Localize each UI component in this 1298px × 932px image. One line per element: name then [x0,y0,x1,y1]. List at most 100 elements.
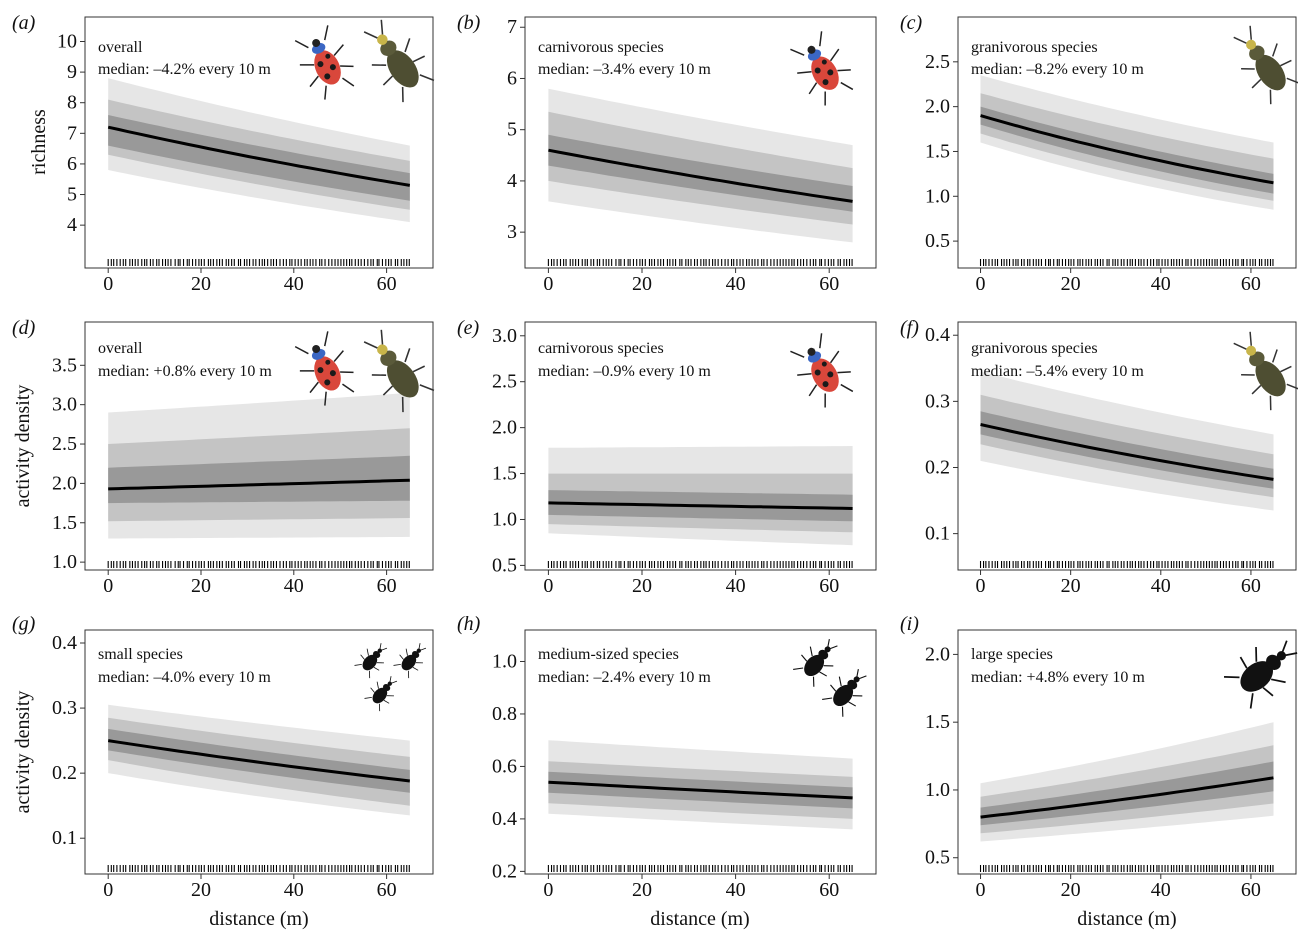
x-tick-label: 60 [377,575,397,597]
y-tick-label: 8 [67,92,77,114]
x-tick-label: 20 [191,575,211,597]
annotation-title: carnivorous species [538,340,664,357]
small-beetle-icon [391,637,433,680]
panel-h: 0 20 40 60 0.2 0.4 0.6 0.8 1.0 (h) medium-sized … [457,613,877,901]
y-tick-label: 2.5 [492,371,517,393]
y-tick-label: 2.5 [925,51,950,73]
x-tick-label: 60 [377,879,397,901]
panel-label: (h) [457,613,481,635]
x-tick-label: 0 [976,575,986,597]
y-tick-label: 0.5 [925,847,950,869]
large-beetle-icon [1220,626,1298,713]
annotation-median: median: –2.4% every 10 m [538,669,711,686]
x-tick-label: 20 [191,273,211,295]
annotation-title: carnivorous species [538,39,664,56]
small-beetle-icon [362,670,404,713]
y-tick-label: 0.2 [925,456,950,478]
y-tick-label: 2.0 [925,96,950,118]
y-tick-label: 0.3 [925,390,950,412]
y-tick-label: 1.0 [492,650,517,672]
panel-f: 0 20 40 60 0.1 0.2 0.3 0.4 (f) granivorous spec… [900,317,1298,597]
y-tick-label: 1.5 [925,711,950,733]
annotation-title: medium-sized species [538,646,679,663]
credible-band-1 [980,106,1274,194]
panel-label: (i) [900,613,919,635]
ladybird-beetle-icon [288,22,362,104]
y-tick-label: 3.5 [52,354,77,376]
y-tick-label: 0.4 [492,808,517,830]
x-tick-label: 0 [543,273,553,295]
x-axis-label-center: distance (m) [650,908,749,930]
y-tick-label: 1.5 [52,512,77,534]
x-tick-label: 40 [284,575,304,597]
annotation-median: median: –4.0% every 10 m [98,669,271,686]
panel-label: (d) [12,317,36,339]
x-tick-label: 60 [1241,273,1261,295]
ground-beetle-icon [351,10,440,107]
small-beetle-icon [352,637,394,680]
x-tick-label: 20 [1061,273,1081,295]
y-tick-label: 1.0 [492,508,517,530]
x-tick-label: 20 [632,879,652,901]
panel-d: 0 20 40 60 1.0 1.5 2.0 2.5 3.0 3.5 (d) overall me… [12,317,440,597]
annotation-title: overall [98,340,143,357]
annotation-median: median: –0.9% every 10 m [538,363,711,380]
y-tick-label: 0.5 [925,230,950,252]
x-tick-label: 20 [191,879,211,901]
plot-frame [84,16,434,269]
y-tick-label: 1.5 [492,463,517,485]
ladybird-beetle-icon [784,329,861,413]
x-tick-label: 40 [1151,575,1171,597]
plot-frame [524,321,877,571]
credible-band-1 [548,134,853,212]
y-tick-label: 0.1 [52,827,77,849]
annotation-title: large species [971,646,1053,663]
panel-e: 0 20 40 60 0.5 1.0 1.5 2.0 2.5 3.0 (e) carnivorou… [457,317,877,597]
plot-frame [957,16,1297,269]
y-tick-label: 3.0 [52,394,77,416]
y-tick-label: 7 [67,122,77,144]
x-tick-label: 40 [726,273,746,295]
x-axis-label-right: distance (m) [1077,908,1176,930]
annotation-median: median: –8.2% every 10 m [971,61,1144,78]
x-tick-label: 0 [103,273,113,295]
panel-label: (c) [900,12,923,34]
x-tick-label: 0 [103,879,113,901]
y-tick-label: 4 [507,170,517,192]
x-tick-label: 20 [632,575,652,597]
y-tick-label: 2.0 [52,472,77,494]
x-tick-label: 0 [976,879,986,901]
y-tick-label: 10 [57,30,77,52]
x-tick-label: 40 [1151,273,1171,295]
annotation-title: granivorous species [971,340,1098,357]
annotation-title: small species [98,646,183,663]
x-tick-label: 60 [377,273,397,295]
median-line [980,776,1274,819]
y-tick-label: 0.1 [925,523,950,545]
panel-label: (g) [12,613,36,635]
median-line [548,148,853,203]
y-tick-label: 7 [507,16,517,38]
panel-c: 0 20 40 60 0.5 1.0 1.5 2.0 2.5 (c) granivorous s… [900,12,1298,295]
annotation-median: median: +0.8% every 10 m [98,363,272,380]
x-tick-label: 40 [1151,879,1171,901]
credible-band-1 [980,411,1274,489]
y-tick-label: 2.0 [925,643,950,665]
annotation-median: median: –4.2% every 10 m [98,61,271,78]
annotation-title: granivorous species [971,39,1098,56]
x-tick-label: 60 [819,273,839,295]
y-axis-label-row2: activity density [12,385,34,508]
median-line [980,114,1274,185]
y-tick-label: 9 [67,61,77,83]
y-axis-label-row3: activity density [12,691,34,814]
x-tick-label: 40 [284,879,304,901]
x-tick-label: 0 [976,273,986,295]
credible-band-1 [108,455,410,504]
x-tick-label: 60 [1241,575,1261,597]
x-tick-label: 60 [819,575,839,597]
median-line [107,125,411,187]
y-tick-label: 6 [67,153,77,175]
y-tick-label: 0.5 [492,554,517,576]
median-line [107,739,410,783]
